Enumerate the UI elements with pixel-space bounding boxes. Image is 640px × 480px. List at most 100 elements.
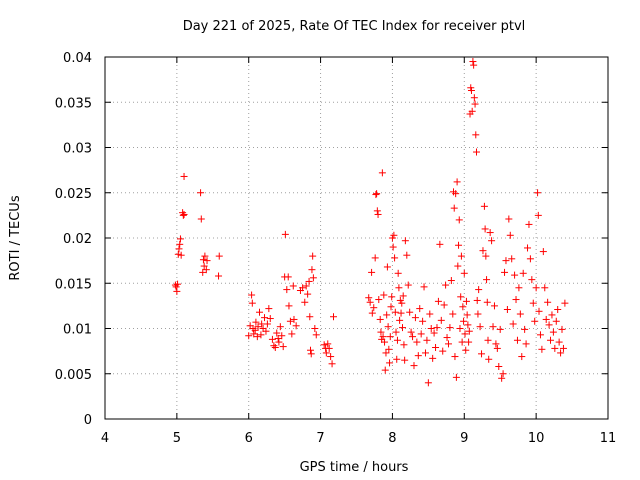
data-point [325,344,333,352]
data-point [180,172,188,180]
y-tick-label: 0.035 [55,96,92,111]
data-point [465,338,473,346]
data-point [518,353,526,361]
data-point [419,317,427,325]
data-point [308,266,316,274]
data-point [456,325,464,332]
data-point [470,94,478,102]
data-point [388,293,396,301]
data-point [286,317,294,325]
data-point [254,323,262,331]
data-point [324,340,332,348]
data-point [383,263,391,271]
data-point [396,316,404,324]
data-point [457,252,465,260]
data-point [561,299,569,307]
data-point [307,346,315,354]
data-point [375,296,383,304]
data-point [197,215,205,223]
data-point [320,341,328,349]
data-point [392,328,400,336]
data-point [302,282,310,290]
y-tick-label: 0 [84,413,92,428]
data-point [274,334,282,342]
data-point [397,309,405,317]
data-point [450,204,458,212]
data-point [552,317,560,325]
y-tick-label: 0.015 [55,277,92,292]
data-point [407,328,415,336]
data-point [480,202,488,210]
data-point [542,315,550,323]
data-point [288,330,296,338]
data-point [322,349,330,357]
data-point [409,333,417,341]
data-point [488,237,496,245]
data-point [534,211,542,219]
data-point [201,252,209,260]
data-point [501,268,509,276]
data-point [478,350,486,358]
data-point [475,286,483,294]
data-point [370,304,378,312]
x-tick-labels: 4 5 6 7 8 9 10 11 [101,431,616,446]
data-point [485,355,493,363]
x-tick-label: 9 [460,431,468,446]
data-point [252,318,260,326]
data-point [495,363,503,371]
data-point [268,335,276,343]
data-point [452,190,460,198]
data-point [179,211,187,219]
data-point [544,298,552,306]
data-point [470,61,478,69]
data-point [403,251,411,259]
data-point [423,336,431,344]
data-point [473,296,481,304]
data-point [327,353,335,361]
data-point [271,344,279,352]
data-point [554,305,562,313]
x-tick-label: 4 [101,431,109,446]
data-point [309,274,317,282]
data-point [506,231,514,239]
data-point [391,254,399,262]
data-point [386,359,394,367]
data-point [430,329,438,337]
data-point [521,325,529,333]
data-point [481,225,489,233]
data-point [404,281,412,289]
data-point [199,268,207,276]
data-point [200,262,208,270]
y-tick-label: 0.005 [55,368,92,383]
data-point [498,374,506,382]
data-point [467,86,475,94]
data-point [177,251,185,259]
data-point [278,332,286,340]
data-point [197,189,205,197]
data-point [385,345,393,353]
data-point [398,299,406,307]
data-point [173,287,181,295]
data-point [446,324,454,332]
data-point [366,298,374,306]
data-point [421,349,429,357]
data-point [401,237,409,245]
data-point [499,370,507,378]
data-point [248,291,256,299]
x-tick-label: 5 [173,431,181,446]
data-point [389,243,397,251]
data-point [463,311,471,319]
y-tick-label: 0.01 [63,323,92,338]
data-point [474,310,482,318]
data-point [468,107,476,115]
data-point [381,366,389,374]
data-point [476,323,484,331]
data-point [420,283,428,291]
data-point [486,229,494,237]
data-point [547,336,555,344]
data-point [250,330,258,338]
data-point [276,323,284,331]
data-point [432,344,440,352]
axis-ticks [104,56,609,420]
data-point [512,296,520,304]
